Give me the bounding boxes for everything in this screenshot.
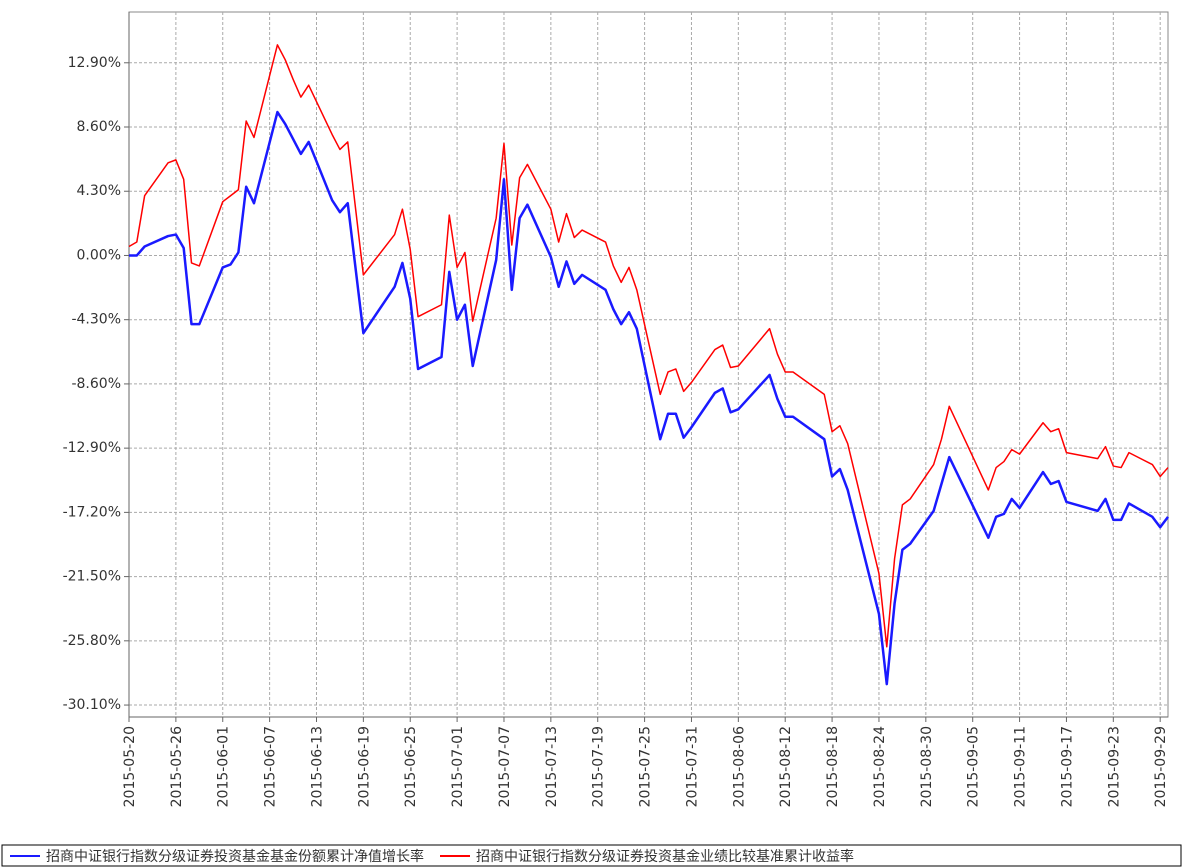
series-line	[129, 110, 1170, 686]
x-tick-label: 2015-09-17	[1059, 726, 1075, 807]
x-tick-label: 2015-08-06	[731, 726, 747, 807]
x-tick-label: 2015-06-01	[216, 726, 232, 807]
plot-area	[128, 11, 1169, 718]
x-tick-label: 2015-08-24	[872, 726, 888, 807]
x-tick-label: 2015-07-01	[450, 726, 466, 807]
x-tick-label: 2015-09-05	[966, 726, 982, 807]
y-tick-label: -21.50%	[63, 569, 121, 585]
x-tick-label: 2015-07-13	[544, 726, 560, 807]
legend-box	[1, 844, 1182, 867]
y-tick-label: -8.60%	[71, 376, 121, 392]
x-tick-label: 2015-07-19	[591, 726, 607, 807]
x-tick-label: 2015-06-13	[309, 726, 325, 807]
y-tick-label: -4.30%	[71, 312, 121, 328]
x-tick-label: 2015-08-30	[919, 726, 935, 807]
y-tick-label: 4.30%	[77, 183, 121, 199]
x-tick-label: 2015-09-23	[1106, 726, 1122, 807]
y-tick-label: -30.10%	[63, 697, 121, 713]
y-tick-label: -17.20%	[63, 504, 121, 520]
x-tick-label: 2015-07-25	[638, 726, 654, 807]
y-tick-label: 0.00%	[77, 247, 121, 263]
x-tick-label: 2015-09-29	[1153, 726, 1169, 807]
x-tick-label: 2015-06-25	[403, 726, 419, 807]
legend-label: 招商中证银行指数分级证券投资基金基金份额累计净值增长率	[46, 848, 424, 865]
x-tick-label: 2015-06-07	[263, 726, 279, 807]
x-tick-label: 2015-05-26	[169, 726, 185, 807]
series-line	[128, 44, 1169, 648]
x-tick-label: 2015-07-31	[684, 726, 700, 807]
x-tick-label: 2015-09-11	[1013, 726, 1029, 807]
x-tick-label: 2015-05-20	[122, 726, 138, 807]
x-tick-label: 2015-07-07	[497, 726, 513, 807]
x-tick-label: 2015-08-18	[825, 726, 841, 807]
y-tick-label: -12.90%	[63, 440, 121, 456]
x-tick-label: 2015-06-19	[356, 726, 372, 807]
y-tick-label: 8.60%	[77, 119, 121, 135]
y-tick-label: 12.90%	[68, 55, 121, 71]
legend-label: 招商中证银行指数分级证券投资基金业绩比较基准累计收益率	[476, 848, 854, 865]
y-tick-label: -25.80%	[63, 633, 121, 649]
x-tick-label: 2015-08-12	[778, 726, 794, 807]
